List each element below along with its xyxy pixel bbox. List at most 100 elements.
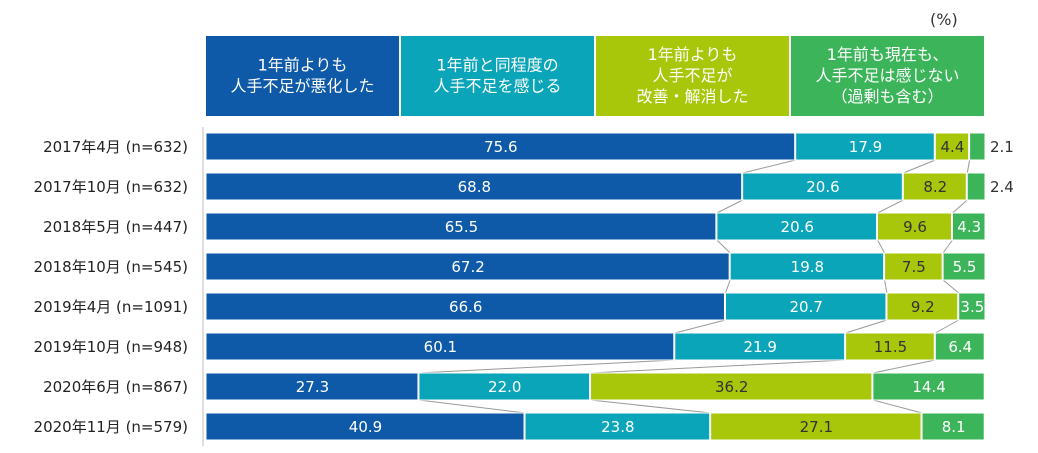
value-label: 9.2 [911,298,935,316]
value-label: 17.9 [849,138,882,156]
connector-line [877,239,886,254]
bar-segment [934,332,985,361]
connector-line [966,159,971,174]
value-label: 40.9 [349,418,382,436]
connector-line [742,159,796,174]
value-label: 20.7 [790,298,823,316]
bar-segment [969,132,986,161]
bar-segment [205,332,675,361]
value-label: 27.3 [296,378,329,396]
bar-segment [716,212,878,241]
bar-segment [205,212,717,241]
connector-line [872,359,936,374]
value-label: 22.0 [488,378,521,396]
value-label: 7.5 [902,258,926,276]
value-label: 65.5 [445,218,478,236]
value-label: 67.2 [451,258,484,276]
connector-line [716,199,743,214]
bar-segment [205,292,725,321]
legend-label-3: 1年前も現在も、人手不足は感じない（過剰も含む） [815,45,959,106]
unit-label: (%) [930,10,958,29]
connector-line [418,359,675,374]
category-label: 2019年10月 (n=948) [34,338,188,356]
bar-segment [205,172,743,201]
bar-segment [884,252,943,281]
bar-segment [729,252,885,281]
legend-box-1 [401,36,594,116]
category-label: 2020年6月 (n=867) [43,378,188,396]
value-label: 20.6 [781,218,814,236]
value-label: 75.6 [484,138,517,156]
value-label: 60.1 [424,338,457,356]
connector-line [590,399,711,414]
bar-segment [872,372,985,401]
bar-segment [590,372,873,401]
connector-line [725,279,731,294]
connector-line [877,199,904,214]
bar-segment [724,292,887,321]
bar-segment [524,412,711,441]
connector-line [590,359,846,374]
bar-segment [205,252,730,281]
value-label: 6.4 [948,338,972,356]
legend-box-3 [791,36,984,116]
bar-segment [205,132,796,161]
value-label: 36.2 [715,378,748,396]
connector-line [935,319,959,334]
legend-box-2 [596,36,789,116]
bar-segment [966,172,986,201]
bar-segment [418,372,591,401]
value-label: 27.1 [800,418,833,436]
bar-segment [845,332,935,361]
bar-segment [934,132,970,161]
value-label: 66.6 [449,298,482,316]
bar-segment [951,212,986,241]
category-label: 2019年4月 (n=1091) [34,298,188,316]
connector-line [942,239,953,254]
value-label: 14.4 [912,378,945,396]
value-label: 2.4 [990,178,1014,196]
value-label: 4.4 [941,138,965,156]
bar-segment [742,172,903,201]
category-label: 2017年4月 (n=632) [43,138,188,156]
value-label: 5.5 [953,258,977,276]
bar-segment [902,172,967,201]
bar-segment [795,132,935,161]
bar-segment [942,252,986,281]
bar-segment [958,292,986,321]
value-label: 68.8 [458,178,491,196]
connector-line [872,399,923,414]
connector-line [952,199,968,214]
value-label: 11.5 [874,338,907,356]
category-label: 2020年11月 (n=579) [34,418,188,436]
value-label: 4.3 [957,218,981,236]
legend-label-2: 1年前よりも人手不足が改善・解消した [636,45,748,106]
connector-line [845,319,888,334]
bar-segment [921,412,985,441]
connector-line [674,319,726,334]
value-label: 8.2 [923,178,947,196]
legend-box-0 [206,36,399,116]
value-label: 21.9 [743,338,776,356]
legend-label-1: 1年前と同程度の人手不足を感じる [433,55,561,95]
bar-segment [877,212,952,241]
bar-segment [205,372,419,401]
category-label: 2018年10月 (n=545) [34,258,188,276]
bar-segment [205,412,525,441]
connector-line [942,279,960,294]
value-label: 20.6 [806,178,839,196]
value-label: 3.5 [960,298,984,316]
legend-label-0: 1年前よりも人手不足が悪化した [230,55,374,95]
value-label: 2.1 [990,138,1014,156]
value-label: 9.6 [903,218,927,236]
category-label: 2017年10月 (n=632) [34,178,188,196]
category-label: 2018年5月 (n=447) [43,218,188,236]
connector-line [884,279,888,294]
bar-segment [674,332,846,361]
connector-line [903,159,936,174]
value-label: 19.8 [791,258,824,276]
bar-segment [886,292,959,321]
value-label: 8.1 [942,418,966,436]
connector-line [716,239,731,254]
